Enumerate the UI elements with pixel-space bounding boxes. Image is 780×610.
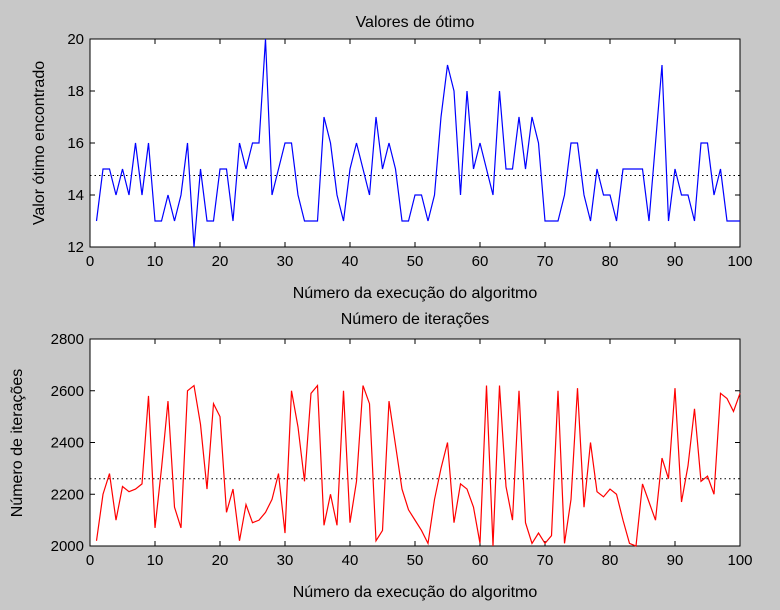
x-tick-label: 40 bbox=[342, 552, 359, 569]
optimum-values-plot: Valores de ótimo Número da execução do a… bbox=[31, 14, 753, 302]
x-tick-label: 100 bbox=[727, 552, 752, 569]
x-tick-label: 90 bbox=[667, 552, 684, 569]
iterations-series-line bbox=[95, 384, 741, 547]
optimum-x-axis-title: Número da execução do algoritmo bbox=[293, 285, 538, 302]
y-tick-label: 2000 bbox=[51, 538, 84, 555]
x-tick-label: 10 bbox=[147, 253, 164, 270]
optimum-series-line bbox=[95, 38, 740, 248]
iterations-plot-area bbox=[89, 338, 741, 547]
iterations-y-axis-title: Número de iterações bbox=[9, 369, 26, 518]
y-tick-label: 12 bbox=[67, 239, 84, 256]
y-tick-label: 20 bbox=[67, 31, 84, 48]
x-tick-label: 20 bbox=[212, 552, 229, 569]
x-tick-label: 50 bbox=[407, 552, 424, 569]
iterations-plot: Número de iterações Número da execução d… bbox=[9, 311, 753, 601]
iterations-ticks: 0 10 20 30 40 50 60 70 80 90 100 2000 2200 2400 2600 28… bbox=[51, 331, 753, 569]
iterations-x-axis-title: Número da execução do algoritmo bbox=[293, 584, 538, 601]
x-tick-label: 50 bbox=[407, 253, 424, 270]
y-tick-label: 2400 bbox=[51, 435, 84, 452]
x-tick-label: 30 bbox=[277, 552, 294, 569]
optimum-plot-area bbox=[89, 38, 741, 248]
optimum-y-axis-title: Valor ótimo encontrado bbox=[31, 61, 48, 225]
y-tick-label: 2800 bbox=[51, 331, 84, 348]
x-tick-label: 70 bbox=[537, 552, 554, 569]
x-tick-label: 20 bbox=[212, 253, 229, 270]
y-tick-label: 18 bbox=[67, 83, 84, 100]
y-tick-label: 2600 bbox=[51, 383, 84, 400]
x-tick-label: 40 bbox=[342, 253, 359, 270]
optimum-chart-title: Valores de ótimo bbox=[356, 14, 475, 31]
iterations-chart-title: Número de iterações bbox=[341, 311, 490, 328]
x-tick-label: 0 bbox=[86, 552, 94, 569]
x-tick-label: 100 bbox=[727, 253, 752, 270]
x-tick-label: 60 bbox=[472, 253, 489, 270]
x-tick-label: 70 bbox=[537, 253, 554, 270]
optimum-ticks: 0 10 20 30 40 50 60 70 80 90 100 12 14 16 18 20 bbox=[67, 31, 752, 270]
x-tick-label: 90 bbox=[667, 253, 684, 270]
x-tick-label: 80 bbox=[602, 552, 619, 569]
x-tick-label: 30 bbox=[277, 253, 294, 270]
x-tick-label: 10 bbox=[147, 552, 164, 569]
x-tick-label: 80 bbox=[602, 253, 619, 270]
x-tick-label: 0 bbox=[86, 253, 94, 270]
y-tick-label: 14 bbox=[67, 187, 84, 204]
x-tick-label: 60 bbox=[472, 552, 489, 569]
y-tick-label: 2200 bbox=[51, 486, 84, 503]
y-tick-label: 16 bbox=[67, 135, 84, 152]
